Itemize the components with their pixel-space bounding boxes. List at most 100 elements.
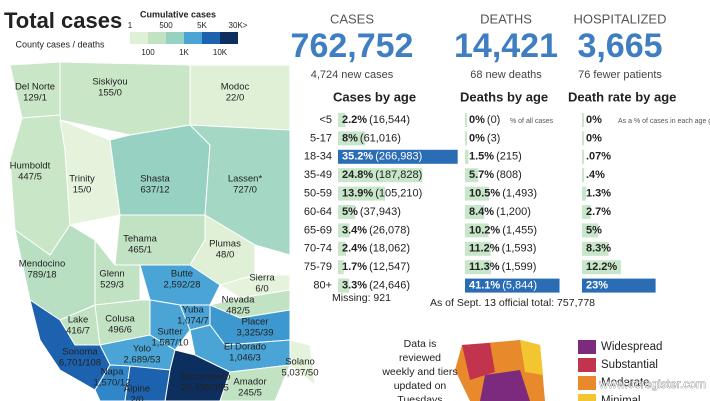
count-label: (5,844) [502,280,537,292]
county-stats: 245/5 [238,388,262,399]
value-label: 1.3% [586,188,611,200]
bar [582,205,591,219]
bar [338,113,346,127]
county [109,124,211,216]
table-header: Cases by age [333,89,416,104]
county-stats: 1,046/3 [229,353,261,364]
age-label: 35-49 [304,169,332,181]
value-label: 0% [469,132,485,144]
stat-label: HOSPITALIZED [574,11,667,26]
count-label: (215) [496,151,522,163]
county [219,364,291,401]
county-stats: 416/7 [66,326,90,337]
value-label: 41.1% [469,280,500,292]
tier-swatch [578,358,596,372]
bar [465,186,490,201]
legend-title: Cumulative cases [140,9,216,19]
count-label: (37,943) [360,206,401,218]
county-stats: 155/0 [98,88,122,99]
bar [338,131,366,146]
value-label: 23% [586,280,608,292]
county-name: Del Norte [15,82,55,93]
count-label: (808) [496,169,522,181]
county [218,274,291,299]
county [289,339,316,387]
stat-note: 4,724 new cases [311,69,394,81]
county [124,365,171,401]
count-label: (1,200) [496,206,531,218]
count-label: (16,544) [369,114,410,126]
county-stats: 22/0 [226,93,245,104]
bar [465,113,467,127]
county-stats: 2,689/53 [124,355,161,366]
county-name: Yolo [133,344,151,355]
bar [465,131,467,146]
county-stats: 447/5 [18,172,42,183]
value-label: 3.3% [342,280,367,292]
table-header: Death rate by age [568,89,676,104]
legend-tick: 500 [159,21,173,30]
county-name: Siskiyou [92,77,127,88]
county-stats: 465/1 [128,245,152,256]
stat-label: CASES [330,11,374,26]
value-label: 2.4% [342,243,367,255]
bar [338,168,423,183]
tier-swatch [578,340,596,354]
county-name: Tehama [123,234,158,245]
county-stats: 20,435/355 [181,383,229,394]
county-name: Trinity [69,174,95,185]
bar [338,241,347,256]
stat-value: 762,752 [291,27,414,65]
county-name: Lassen* [228,174,263,185]
tier-map [520,340,543,375]
value-label: 11.3% [469,261,500,273]
county-name: Sonoma [62,347,98,358]
legend-tick: 30K> [229,21,248,30]
bar [582,260,622,275]
value-label: 13.9% [342,188,373,200]
tier-label: Minimal [601,395,641,401]
legend-tick: 100 [141,48,155,57]
county-name: Modoc [221,82,250,93]
county-name: Glenn [99,269,124,280]
county-name: Napa [101,367,124,378]
age-label: 60-64 [304,206,332,218]
bar [338,205,355,219]
color-scale [130,32,238,44]
value-label: 10.2% [469,224,500,236]
legend-tick: 1 [128,21,133,30]
county-stats: 637/12 [140,185,169,196]
bar [582,149,584,164]
count-label: (0) [487,114,500,126]
tier-label: Moderate [601,377,650,389]
bar [582,131,584,146]
county-name: Solano [285,357,315,368]
count-label: (61,016) [360,132,401,144]
county-name: Lake [68,315,89,326]
count-label: (1,455) [502,224,537,236]
value-label: 2.7% [586,206,611,218]
county-name: Placer [242,317,269,328]
county [94,238,141,306]
value-label: 0% [586,132,602,144]
county-name: Sacramento [179,372,230,383]
footer: As of Sept. 13 official total: 757,778 [430,297,595,309]
count-label: (266,983) [375,151,422,163]
county-stats: 789/18 [27,270,56,281]
county-name: Sierra [249,273,275,284]
deaths-note: % of all cases [510,118,554,125]
value-label: 8.3% [586,243,611,255]
county-stats: 496/6 [108,325,132,336]
bar [338,260,344,275]
count-label: (18,062) [369,243,410,255]
value-label: 5.7% [469,169,494,181]
tier-map [480,370,530,401]
county-name: Amador [233,377,266,388]
value-label: 0% [586,114,602,126]
age-label: 75-79 [304,261,332,273]
county-name: Humboldt [10,161,51,172]
bar [465,241,491,256]
